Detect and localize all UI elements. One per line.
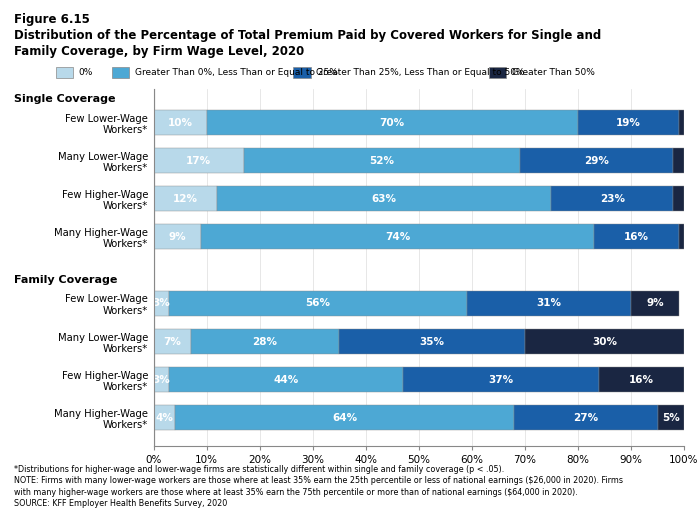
Bar [244, 148, 519, 173]
Bar [519, 148, 674, 173]
Text: 30%: 30% [592, 337, 617, 347]
Text: 12%: 12% [173, 194, 198, 204]
Text: 56%: 56% [306, 298, 331, 309]
Text: 74%: 74% [385, 232, 410, 242]
Bar [678, 224, 684, 249]
Text: 9%: 9% [646, 298, 664, 309]
Text: 17%: 17% [186, 155, 211, 166]
Text: 4%: 4% [155, 413, 173, 423]
Text: SOURCE: KFF Employer Health Benefits Survey, 2020: SOURCE: KFF Employer Health Benefits Sur… [14, 499, 228, 508]
Text: 44%: 44% [274, 375, 299, 385]
Bar [154, 224, 201, 249]
Text: 7%: 7% [163, 337, 181, 347]
Bar [154, 405, 174, 430]
Text: Greater Than 25%, Less Than or Equal to 50%: Greater Than 25%, Less Than or Equal to … [316, 68, 525, 77]
Bar [170, 291, 466, 316]
Text: 16%: 16% [624, 232, 649, 242]
Bar [514, 405, 658, 430]
Bar [578, 110, 678, 135]
Text: 9%: 9% [169, 232, 186, 242]
Bar [594, 224, 678, 249]
Text: 3%: 3% [153, 298, 170, 309]
Text: 37%: 37% [489, 375, 514, 385]
Text: Greater Than 50%: Greater Than 50% [512, 68, 595, 77]
Bar [674, 186, 684, 211]
Bar [674, 148, 684, 173]
Text: *Distributions for higher-wage and lower-wage firms are statistically different : *Distributions for higher-wage and lower… [14, 465, 504, 474]
Text: 0%: 0% [79, 68, 94, 77]
Text: 35%: 35% [419, 337, 445, 347]
Text: 31%: 31% [536, 298, 561, 309]
Text: Family Coverage: Family Coverage [14, 275, 117, 285]
Text: 3%: 3% [153, 375, 170, 385]
Bar [525, 329, 684, 354]
Bar [599, 367, 684, 392]
Text: Single Coverage: Single Coverage [14, 94, 115, 104]
Bar [551, 186, 674, 211]
Bar [339, 329, 525, 354]
Text: 16%: 16% [629, 375, 654, 385]
Bar [217, 186, 551, 211]
Text: 63%: 63% [372, 194, 397, 204]
Bar [154, 291, 170, 316]
Text: 29%: 29% [584, 155, 609, 166]
Text: 64%: 64% [332, 413, 357, 423]
Text: Figure 6.15: Figure 6.15 [14, 13, 90, 26]
Text: Greater Than 0%, Less Than or Equal to 25%: Greater Than 0%, Less Than or Equal to 2… [135, 68, 338, 77]
Bar [466, 291, 631, 316]
Text: Distribution of the Percentage of Total Premium Paid by Covered Workers for Sing: Distribution of the Percentage of Total … [14, 29, 601, 42]
Text: Family Coverage, by Firm Wage Level, 2020: Family Coverage, by Firm Wage Level, 202… [14, 45, 304, 58]
Text: 28%: 28% [253, 337, 278, 347]
Bar [658, 405, 684, 430]
Bar [191, 329, 339, 354]
Bar [154, 148, 244, 173]
Bar [678, 110, 684, 135]
Bar [154, 329, 191, 354]
Text: 27%: 27% [573, 413, 598, 423]
Text: 52%: 52% [369, 155, 394, 166]
Bar [174, 405, 514, 430]
Text: 19%: 19% [616, 118, 641, 128]
Bar [154, 110, 207, 135]
Bar [154, 367, 170, 392]
Text: 5%: 5% [662, 413, 680, 423]
Bar [207, 110, 578, 135]
Text: with many higher-wage workers are those where at least 35% earn the 75th percent: with many higher-wage workers are those … [14, 488, 578, 497]
Text: NOTE: Firms with many lower-wage workers are those where at least 35% earn the 2: NOTE: Firms with many lower-wage workers… [14, 476, 623, 485]
Bar [403, 367, 599, 392]
Bar [154, 186, 217, 211]
Bar [170, 367, 403, 392]
Bar [201, 224, 594, 249]
Text: 70%: 70% [380, 118, 405, 128]
Text: 10%: 10% [168, 118, 193, 128]
Text: 23%: 23% [600, 194, 625, 204]
Bar [631, 291, 678, 316]
